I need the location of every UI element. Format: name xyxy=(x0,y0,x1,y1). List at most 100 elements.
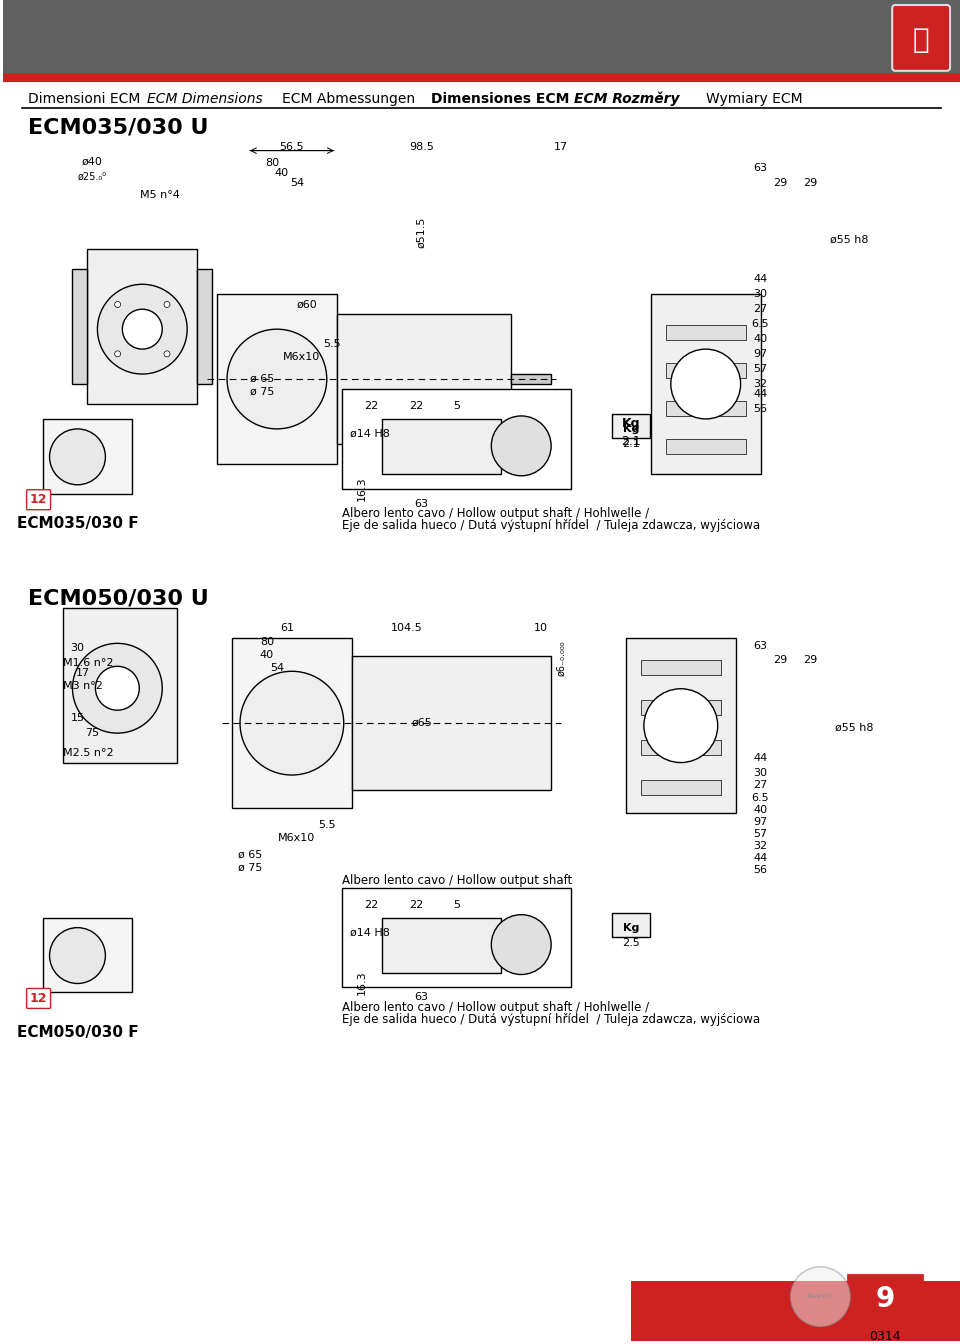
Text: Kg: Kg xyxy=(623,922,639,933)
Text: Eje de salida hueco / Dutá výstupní hřídel  / Tuleja zdawcza, wyjściowa: Eje de salida hueco / Dutá výstupní hříd… xyxy=(342,1013,760,1025)
Text: 44: 44 xyxy=(754,753,768,763)
Text: 54: 54 xyxy=(290,177,304,188)
Text: 17: 17 xyxy=(76,668,89,679)
Text: ø14 H8: ø14 H8 xyxy=(349,927,390,938)
Text: M2.5 n°2: M2.5 n°2 xyxy=(62,749,113,758)
FancyBboxPatch shape xyxy=(27,988,51,1008)
Text: 80: 80 xyxy=(260,637,274,648)
Text: 🔥: 🔥 xyxy=(913,26,929,54)
Text: M6x10: M6x10 xyxy=(278,833,316,843)
Text: 104.5: 104.5 xyxy=(391,624,422,633)
Circle shape xyxy=(240,671,344,775)
Text: Albero lento cavo / Hollow output shaft: Albero lento cavo / Hollow output shaft xyxy=(342,874,572,887)
Text: 30: 30 xyxy=(754,289,768,300)
Text: 0314: 0314 xyxy=(870,1331,901,1343)
Text: 57: 57 xyxy=(754,829,768,839)
Circle shape xyxy=(122,309,162,349)
Bar xyxy=(3,73,960,78)
Text: 29: 29 xyxy=(774,656,787,665)
Bar xyxy=(666,401,746,415)
Text: 5.5: 5.5 xyxy=(318,820,336,829)
Bar xyxy=(641,780,721,794)
Text: 40: 40 xyxy=(754,805,768,814)
Text: Eje de salida hueco / Dutá výstupní hřídel  / Tuleja zdawcza, wyjściowa: Eje de salida hueco / Dutá výstupní hříd… xyxy=(342,519,760,532)
Text: 32: 32 xyxy=(754,379,768,388)
Text: M6x10: M6x10 xyxy=(283,352,321,362)
Bar xyxy=(87,250,197,405)
Text: 12: 12 xyxy=(30,992,47,1005)
Circle shape xyxy=(73,644,162,732)
Text: 10: 10 xyxy=(534,624,548,633)
Bar xyxy=(337,314,512,444)
Bar xyxy=(3,0,960,75)
Text: 22: 22 xyxy=(365,899,379,910)
Bar xyxy=(631,1281,960,1340)
FancyBboxPatch shape xyxy=(27,489,51,509)
Bar xyxy=(42,419,132,493)
Text: 56.5: 56.5 xyxy=(279,141,304,152)
Circle shape xyxy=(228,329,326,429)
Text: ø55 h8: ø55 h8 xyxy=(835,723,874,732)
Text: ECM035/030 U: ECM035/030 U xyxy=(28,118,208,137)
Text: 16.3: 16.3 xyxy=(357,476,367,501)
Bar xyxy=(342,388,571,489)
Text: ø65: ø65 xyxy=(411,718,432,728)
Bar xyxy=(382,419,501,474)
Text: 54: 54 xyxy=(270,664,284,673)
Text: 22: 22 xyxy=(409,899,423,910)
Text: Kg: Kg xyxy=(623,423,639,434)
Text: M3 n°2: M3 n°2 xyxy=(62,681,103,691)
Text: 30: 30 xyxy=(754,767,768,778)
Circle shape xyxy=(790,1267,851,1327)
Text: 5: 5 xyxy=(453,899,460,910)
FancyBboxPatch shape xyxy=(849,1274,923,1318)
Bar xyxy=(197,269,212,384)
Circle shape xyxy=(164,301,170,308)
Text: Wymiary ECM: Wymiary ECM xyxy=(706,91,803,106)
Text: 6.5: 6.5 xyxy=(752,319,769,329)
Text: 56: 56 xyxy=(754,864,768,875)
Bar xyxy=(382,918,501,973)
Text: 29: 29 xyxy=(774,177,787,188)
Text: M1.6 n°2: M1.6 n°2 xyxy=(62,659,113,668)
Text: ø25.₀⁰: ø25.₀⁰ xyxy=(78,172,107,181)
Text: 32: 32 xyxy=(754,841,768,851)
Circle shape xyxy=(492,915,551,974)
Text: 29: 29 xyxy=(804,177,818,188)
Text: 61: 61 xyxy=(280,624,294,633)
Text: 22: 22 xyxy=(365,401,379,411)
Bar xyxy=(62,609,178,763)
Bar xyxy=(641,700,721,715)
Text: 27: 27 xyxy=(754,780,768,790)
Bar xyxy=(666,363,746,378)
Text: 16.3: 16.3 xyxy=(357,970,367,995)
Text: 63: 63 xyxy=(415,992,428,1003)
Text: 2.1: 2.1 xyxy=(622,439,639,449)
Bar xyxy=(641,660,721,675)
Text: 40: 40 xyxy=(754,335,768,344)
Text: ECM Dimensions: ECM Dimensions xyxy=(147,91,263,106)
Text: 97: 97 xyxy=(754,817,768,827)
Text: 6.5: 6.5 xyxy=(752,793,769,802)
Text: 12: 12 xyxy=(30,493,47,507)
Circle shape xyxy=(95,667,139,710)
Text: ECM Rozměry: ECM Rozměry xyxy=(574,91,680,106)
Text: 63: 63 xyxy=(754,163,768,172)
Text: ECM050/030 U: ECM050/030 U xyxy=(28,589,208,609)
Text: 15: 15 xyxy=(70,714,84,723)
Text: 97: 97 xyxy=(754,349,768,359)
Text: TRANSTEC: TRANSTEC xyxy=(806,1294,834,1300)
Text: ø60: ø60 xyxy=(297,300,317,309)
Text: 29: 29 xyxy=(804,656,818,665)
Text: 63: 63 xyxy=(754,641,768,652)
Bar xyxy=(232,638,351,808)
Text: ø 65: ø 65 xyxy=(238,849,262,860)
Text: 75: 75 xyxy=(85,728,100,738)
Text: ø 75: ø 75 xyxy=(250,387,275,396)
Text: 30: 30 xyxy=(70,644,84,653)
Text: ECM050/030 F: ECM050/030 F xyxy=(16,1025,138,1040)
Text: ø51.5: ø51.5 xyxy=(417,216,426,249)
Text: 40: 40 xyxy=(260,650,274,660)
Text: 5: 5 xyxy=(453,401,460,411)
Text: 56: 56 xyxy=(754,405,768,414)
